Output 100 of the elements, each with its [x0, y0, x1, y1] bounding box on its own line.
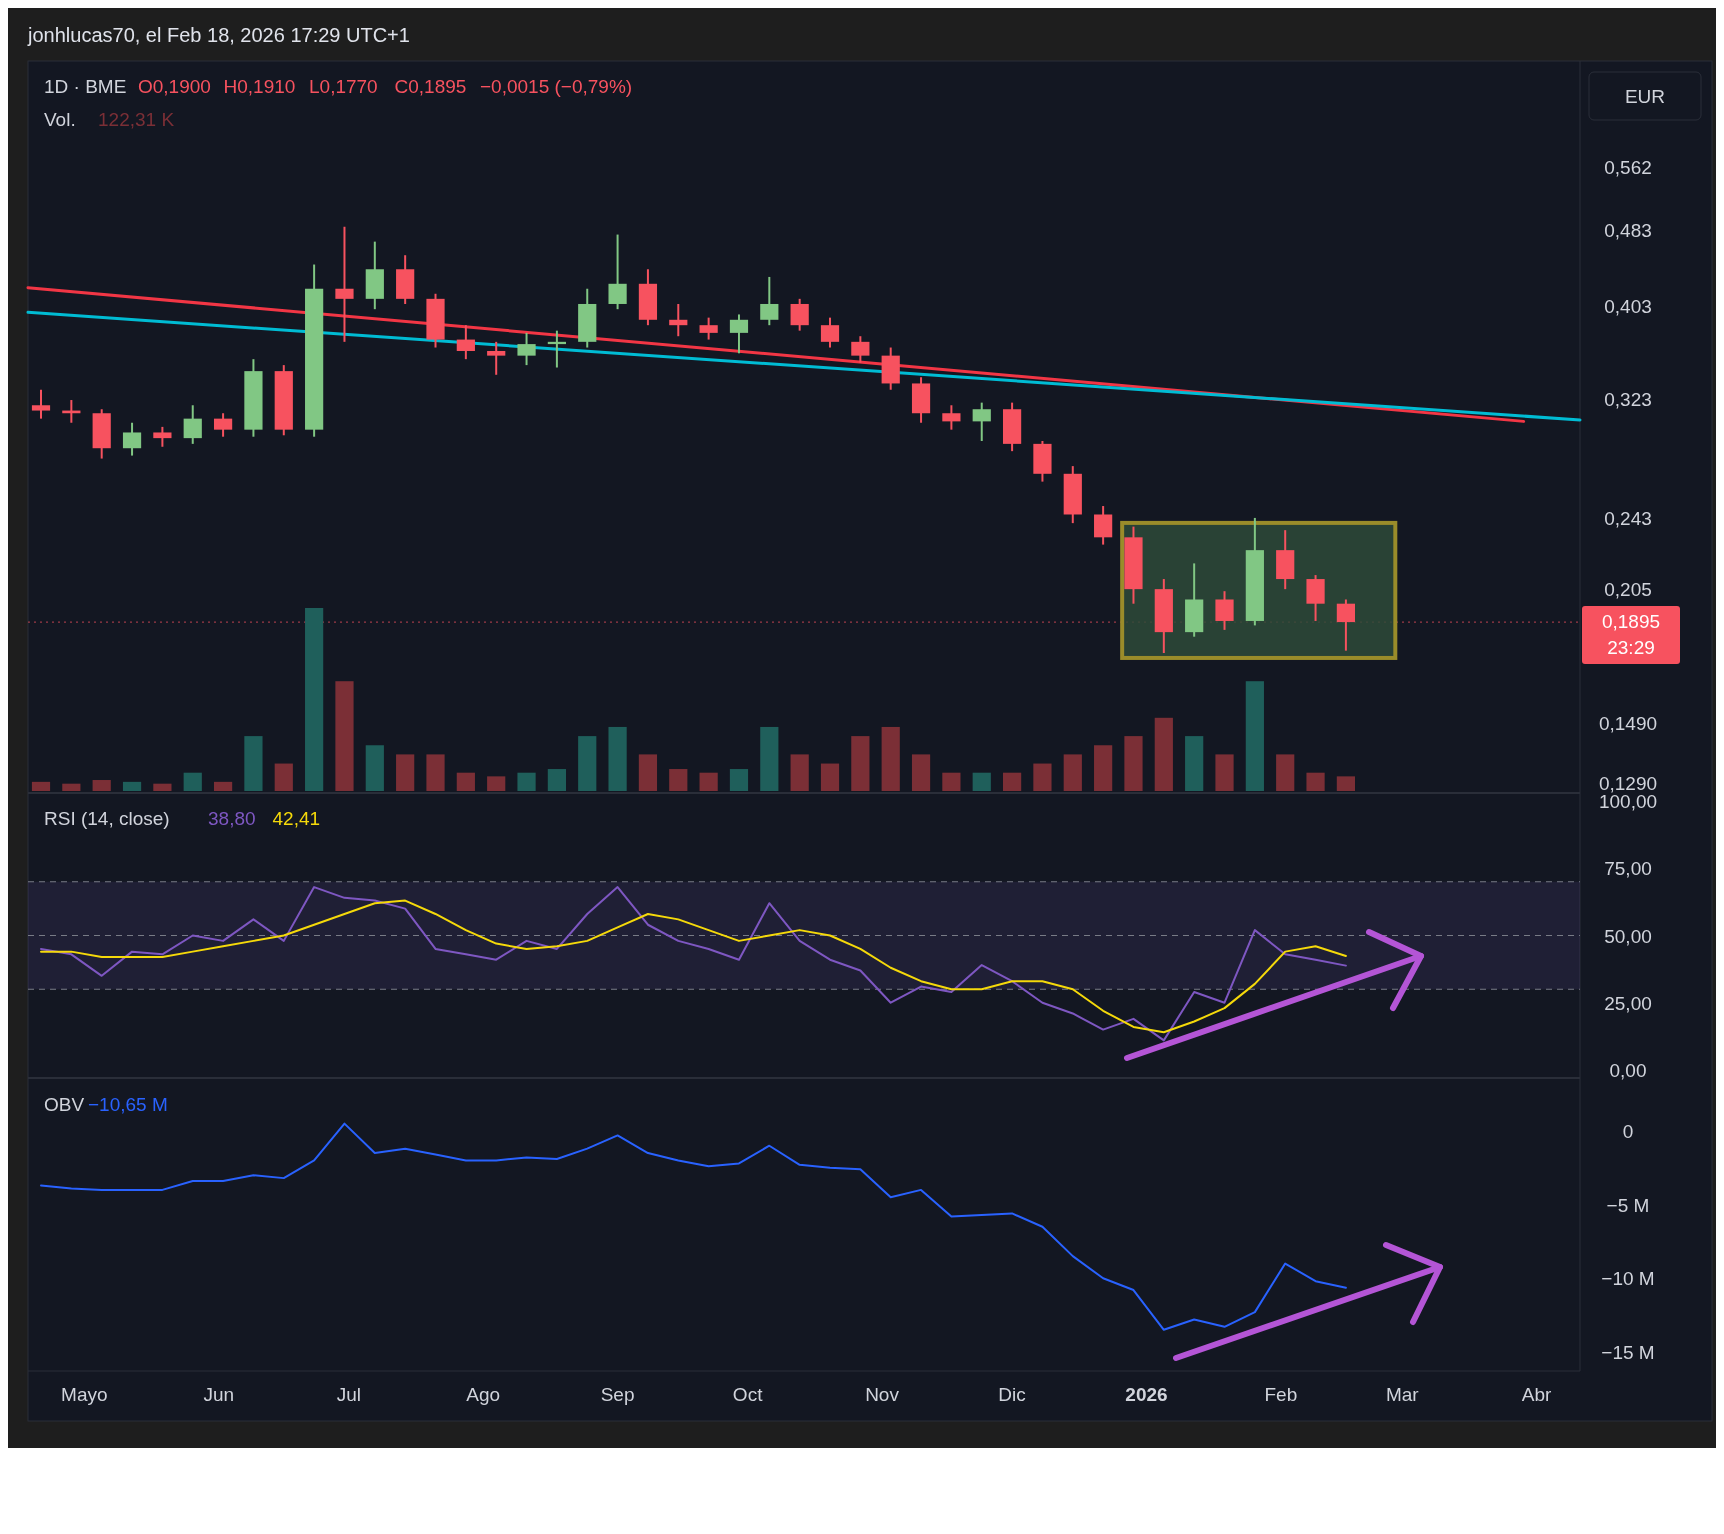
y-tick-label: 0,243: [1604, 507, 1652, 529]
bar: [699, 772, 718, 791]
candlestick: [669, 302, 688, 338]
bar: [851, 736, 870, 791]
y-tick-label: 0: [1622, 1121, 1634, 1143]
candlestick: [122, 421, 142, 457]
bar: [305, 608, 324, 791]
candlestick: [760, 275, 779, 327]
bar: [1033, 763, 1052, 791]
candlestick: [729, 313, 749, 355]
candlestick: [851, 335, 870, 364]
bar: [729, 769, 749, 791]
y-tick-label: 0,1490: [1598, 712, 1658, 734]
x-tick-label: Jun: [203, 1384, 235, 1405]
bar: [153, 783, 172, 791]
bar: [1336, 776, 1356, 791]
y-tick-label: 0,1290: [1598, 773, 1658, 795]
y-tick-label: 75,00: [1604, 858, 1652, 880]
x-tick-label: 2026: [1125, 1384, 1168, 1405]
bar: [1063, 754, 1082, 791]
x-tick-label: Mar: [1385, 1384, 1420, 1405]
ref-line-label: 0,1895 23:29: [1601, 611, 1661, 659]
bar: [213, 781, 233, 791]
bar: [1124, 736, 1143, 791]
y-tick-label: 50,00: [1604, 925, 1652, 947]
bar: [608, 726, 627, 791]
annotation: H0,1910: [223, 76, 296, 97]
bar: [881, 726, 900, 791]
bar: [487, 776, 506, 791]
x-tick-label: Nov: [865, 1384, 900, 1405]
y-tick-label: 0,403: [1604, 296, 1652, 318]
bar: [942, 772, 961, 791]
candlestick: [213, 412, 233, 438]
text: RSI (14, close): [44, 808, 170, 829]
candlestick: [183, 404, 202, 445]
x-tick-label: Ago: [466, 1384, 501, 1405]
candlestick: [820, 316, 840, 349]
candlestick: [942, 404, 961, 431]
bar: [244, 736, 263, 791]
annotation: L0,1770: [309, 76, 378, 97]
candlestick: [699, 316, 718, 341]
candlestick: [335, 225, 354, 343]
bar: [638, 754, 658, 791]
x-tick-label: Abr: [1521, 1384, 1553, 1405]
line-series: [40, 1122, 1347, 1331]
x-tick-label: Jul: [336, 1384, 361, 1405]
x-tick-label: Mayo: [61, 1384, 108, 1405]
chart-subtitle: jonhlucas70, el Feb 18, 2026 17:29 UTC+1: [27, 24, 410, 46]
candlestick: [608, 233, 627, 311]
text: OBV: [44, 1094, 85, 1115]
y-tick-label: −10 M: [1601, 1268, 1655, 1290]
annotation: −0,0015 (−0,79%): [480, 76, 633, 97]
candlestick: [153, 425, 172, 448]
text: 1D · BME: [44, 76, 127, 97]
annotation: 38,80: [208, 808, 256, 829]
x-tick-label: Dic: [998, 1384, 1026, 1405]
x-tick-label: Oct: [732, 1384, 764, 1405]
y-tick-label: 0,562: [1604, 156, 1652, 178]
bar: [820, 763, 840, 791]
y-tick-label: 0,205: [1604, 579, 1652, 601]
bar: [365, 745, 384, 791]
bar: [547, 769, 566, 791]
candlestick: [1094, 505, 1113, 546]
bar: [274, 763, 293, 791]
bar: [1185, 736, 1204, 791]
bar: [92, 780, 111, 791]
bar: [911, 754, 931, 791]
candlestick: [790, 297, 809, 332]
candlestick: [972, 401, 991, 442]
bar: [62, 783, 81, 791]
bar: [1002, 772, 1022, 791]
candlestick: [487, 340, 506, 376]
annotation: O0,1900: [138, 76, 211, 97]
candlestick: [456, 324, 475, 361]
bar: [335, 681, 354, 791]
candlestick: [1215, 590, 1234, 631]
y-tick-label: −15 M: [1601, 1341, 1655, 1363]
bar: [1215, 754, 1234, 791]
chart-title: Vol.: [44, 109, 76, 130]
bar: [426, 754, 445, 791]
annotation: C0,1895: [394, 76, 467, 97]
y-tick-label: 25,00: [1604, 992, 1652, 1014]
x-tick-label: Sep: [600, 1384, 635, 1405]
x-tick-label: Feb: [1264, 1384, 1298, 1405]
bar: [669, 769, 688, 791]
bar: [760, 726, 779, 791]
bar: [456, 772, 475, 791]
y-tick-label: −5 M: [1606, 1194, 1650, 1216]
bar: [790, 754, 809, 791]
annotation: −10,65 M: [88, 1094, 168, 1115]
bar: [31, 781, 51, 791]
bar: [396, 754, 415, 791]
annotation: 122,31 K: [98, 109, 175, 130]
bar: [1306, 772, 1325, 791]
bar: [183, 772, 202, 791]
y-tick-label: 0,00: [1609, 1059, 1647, 1081]
candlestick: [1336, 598, 1356, 652]
bar: [122, 781, 142, 791]
candlestick: [31, 388, 51, 420]
y-tick-label: 0,323: [1604, 388, 1652, 410]
